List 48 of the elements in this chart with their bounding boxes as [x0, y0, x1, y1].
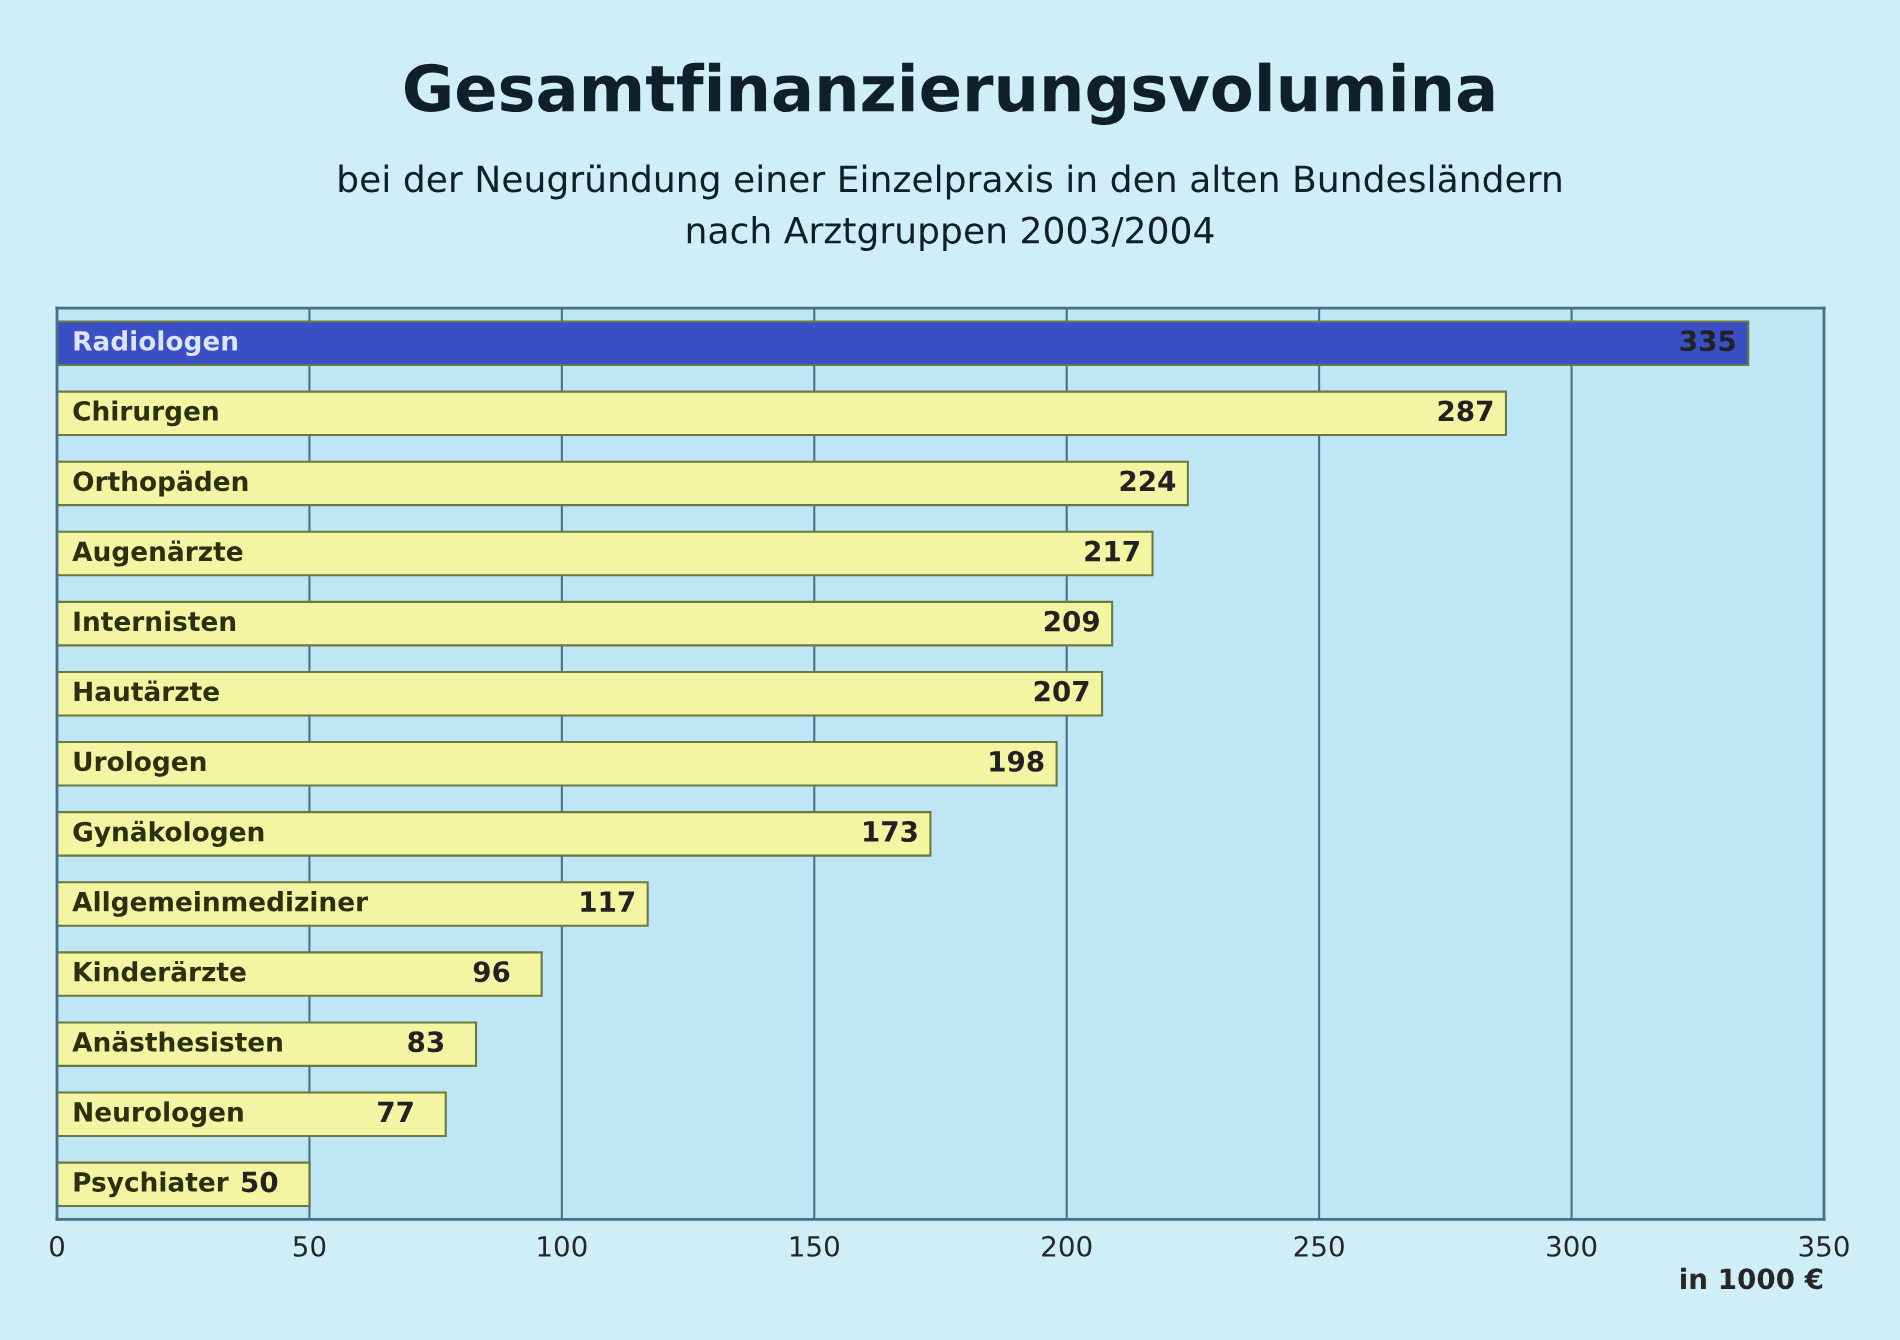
y-tick-label: Orthopäden	[73, 470, 248, 497]
data-label: 287	[1438, 400, 1493, 422]
data-label: 96	[473, 961, 510, 983]
data-label: 224	[1120, 470, 1176, 492]
y-tick-label: Anästhesisten	[72, 1031, 282, 1052]
y-tick-label: Kinderärzte	[74, 960, 246, 982]
bar	[57, 460, 1189, 507]
x-tick-label: 100	[538, 1235, 587, 1257]
bar	[57, 320, 1750, 367]
x-tick-label: 50	[293, 1235, 326, 1257]
data-label: 198	[990, 750, 1044, 772]
x-tick-label: 200	[1042, 1235, 1092, 1257]
bar	[57, 811, 932, 857]
x-tick-label: 350	[1799, 1235, 1849, 1257]
data-label: 117	[581, 891, 635, 912]
bar	[57, 1091, 447, 1138]
x-tick-label: 300	[1547, 1235, 1597, 1257]
x-tick-label: 0	[49, 1235, 64, 1257]
bar	[57, 530, 1154, 577]
y-tick-label: Chirurgen	[73, 400, 218, 427]
data-label: 77	[378, 1101, 413, 1122]
bar	[57, 741, 1058, 787]
y-tick-label: Allgemeinmediziner	[72, 891, 369, 917]
y-tick-label: Internisten	[74, 610, 236, 632]
bar	[57, 390, 1507, 437]
data-label: 335	[1680, 330, 1735, 352]
data-label: 209	[1044, 610, 1099, 632]
x-axis-title: in 1000 €	[1681, 1267, 1823, 1290]
bar	[57, 881, 649, 927]
y-tick-label: Gynäkologen	[73, 820, 264, 847]
y-tick-label: Augenärzte	[72, 540, 243, 567]
data-label: 217	[1085, 540, 1139, 562]
x-tick-label: 250	[1294, 1235, 1344, 1257]
y-tick-label: Psychiater	[74, 1171, 229, 1198]
x-tick-label: 150	[790, 1235, 839, 1257]
chart-subtitle: bei der Neugründung einer Einzelpraxis in den alten Bundesländern nach Arztgruppen 2003/2004	[339, 164, 1561, 251]
y-tick-label: Neurologen	[74, 1101, 243, 1128]
data-label: 207	[1034, 680, 1089, 702]
data-label: 83	[408, 1031, 444, 1053]
y-tick-label: Urologen	[74, 750, 206, 777]
data-label: 50	[242, 1171, 278, 1193]
data-label: 173	[864, 820, 917, 842]
bar	[57, 670, 1104, 717]
y-tick-label: Radiologen	[74, 330, 238, 357]
bar	[57, 600, 1114, 647]
bar	[57, 951, 543, 997]
chart-title: Gesamtfinanzierungsvolumina	[404, 62, 1494, 125]
y-tick-label: Hautärzte	[74, 680, 219, 702]
